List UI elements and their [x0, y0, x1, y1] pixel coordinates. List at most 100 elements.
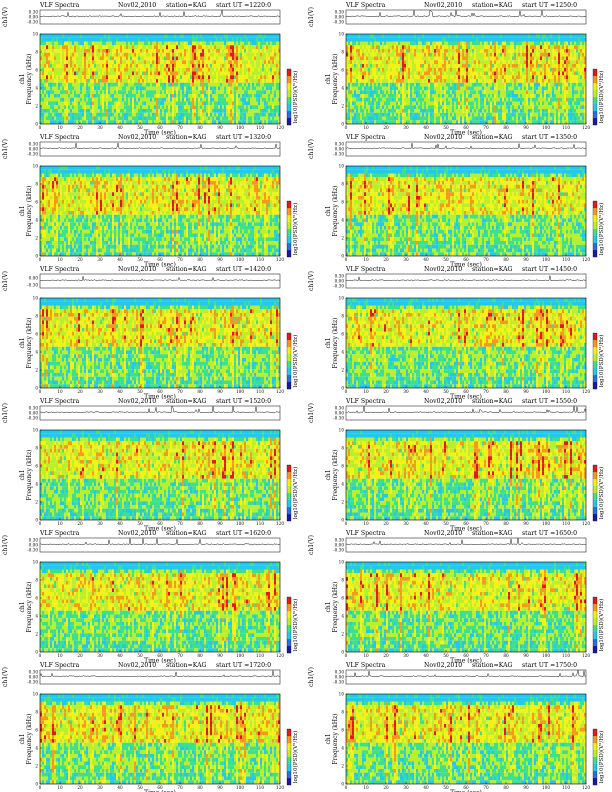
spectrogram-cell	[238, 109, 241, 113]
spectrogram-cell	[404, 49, 407, 53]
spectrogram-cell	[472, 52, 475, 57]
spectrogram-cell	[166, 97, 169, 102]
spectrogram-cell	[376, 86, 379, 91]
spectrogram-cell	[88, 82, 91, 87]
spectrogram-cell	[380, 71, 383, 76]
spectrogram-cell	[148, 86, 151, 91]
spectrogram-cell	[350, 41, 353, 46]
spectrogram-cell	[474, 49, 477, 53]
spectrogram-cell	[242, 41, 245, 46]
spectrogram-cell	[456, 52, 459, 57]
spectrogram-cell	[166, 52, 169, 57]
spectrogram-cell	[200, 109, 203, 113]
spectrogram-cell	[178, 60, 181, 65]
spectrogram-cell	[378, 79, 381, 83]
spectrogram-cell	[142, 64, 145, 68]
spectrogram-cell	[50, 49, 53, 53]
spectrogram-cell	[108, 109, 111, 113]
spectrogram-cell	[236, 101, 239, 106]
spectrogram-cell	[242, 120, 245, 125]
spectrogram-cell	[392, 90, 395, 95]
spectrogram-cell	[474, 82, 477, 87]
spectrogram-cell	[228, 71, 231, 76]
spectrogram-cell	[132, 109, 135, 113]
spectrogram-cell	[488, 34, 491, 38]
spectrogram-cell	[220, 71, 223, 76]
spectrogram-cell	[542, 37, 545, 42]
spectrogram-cell	[42, 49, 45, 53]
spectrogram-cell	[200, 112, 203, 117]
spectrogram-cell	[230, 37, 233, 42]
spectrogram-cell	[364, 71, 367, 76]
spectrogram-cell	[158, 37, 161, 42]
spectrogram-cell	[272, 49, 275, 53]
spectrogram-cell	[396, 90, 399, 95]
spectrogram-cell	[68, 71, 71, 76]
spectrogram-cell	[110, 105, 113, 110]
spectrogram-cell	[524, 90, 527, 95]
spectrogram-cell	[74, 120, 77, 125]
spectrogram-cell	[502, 41, 505, 46]
spectrogram-cell	[442, 71, 445, 76]
spectrogram-cell	[168, 37, 171, 42]
spectrogram-cell	[122, 71, 125, 76]
spectrogram-cell	[64, 105, 67, 110]
spectrogram-cell	[184, 94, 187, 98]
spectrogram-cell	[158, 79, 161, 83]
spectrogram-cell	[204, 101, 207, 106]
spectrogram-cell	[444, 60, 447, 65]
spectrogram-cell	[174, 41, 177, 46]
spectrogram-cell	[414, 82, 417, 87]
spectrogram-cell	[216, 37, 219, 42]
spectrogram-cell	[112, 45, 115, 50]
spectrogram-cell	[414, 37, 417, 42]
spectrogram-cell	[468, 82, 471, 87]
spectrogram-cell	[436, 52, 439, 57]
spectrogram-cell	[208, 82, 211, 87]
spectrogram-cell	[176, 97, 179, 102]
spectrogram-cell	[226, 71, 229, 76]
spectrogram-cell	[390, 90, 393, 95]
spectrogram-cell	[398, 90, 401, 95]
spectrogram-cell	[384, 79, 387, 83]
spectrogram-cell	[266, 86, 269, 91]
spectrogram-cell	[188, 75, 191, 80]
spectrogram-cell	[566, 94, 569, 98]
spectrogram-cell	[348, 86, 351, 91]
spectrogram-cell	[138, 67, 141, 72]
spectrogram-cell	[556, 37, 559, 42]
spectrogram-cell	[228, 49, 231, 53]
y-tick-label: 2	[35, 103, 38, 108]
spectrogram-cell	[110, 86, 113, 91]
spectrogram-cell	[50, 109, 53, 113]
spectrogram-cell	[358, 86, 361, 91]
spectrogram-cell	[90, 112, 93, 117]
spectrogram-cell	[184, 101, 187, 106]
spectrogram-cell	[276, 37, 279, 42]
spectrogram-cell	[252, 109, 255, 113]
spectrogram-cell	[164, 60, 167, 65]
spectrogram-cell	[224, 49, 227, 53]
spectrogram-cell	[198, 34, 201, 38]
spectrogram-cell	[96, 109, 99, 113]
spectrogram-cell	[160, 49, 163, 53]
spectrogram-cell	[236, 49, 239, 53]
spectrogram-cell	[130, 116, 133, 121]
spectrogram-cell	[74, 34, 77, 38]
spectrogram-cell	[144, 37, 147, 42]
spectrogram-cell	[194, 64, 197, 68]
spectrogram-cell	[510, 52, 513, 57]
spectrogram-cell	[502, 86, 505, 91]
spectrogram-cell	[456, 71, 459, 76]
spectrogram-cell	[262, 82, 265, 87]
spectrogram-cell	[372, 41, 375, 46]
spectrogram-cell	[120, 34, 123, 38]
spectrogram-cell	[62, 86, 65, 91]
spectrogram-cell	[122, 79, 125, 83]
spectrogram-cell	[386, 56, 389, 61]
spectrogram-cell	[466, 79, 469, 83]
spectrogram-cell	[360, 67, 363, 72]
spectrogram-cell	[270, 116, 273, 121]
spectrogram-cell	[456, 60, 459, 65]
spectrogram-cell	[256, 60, 259, 65]
